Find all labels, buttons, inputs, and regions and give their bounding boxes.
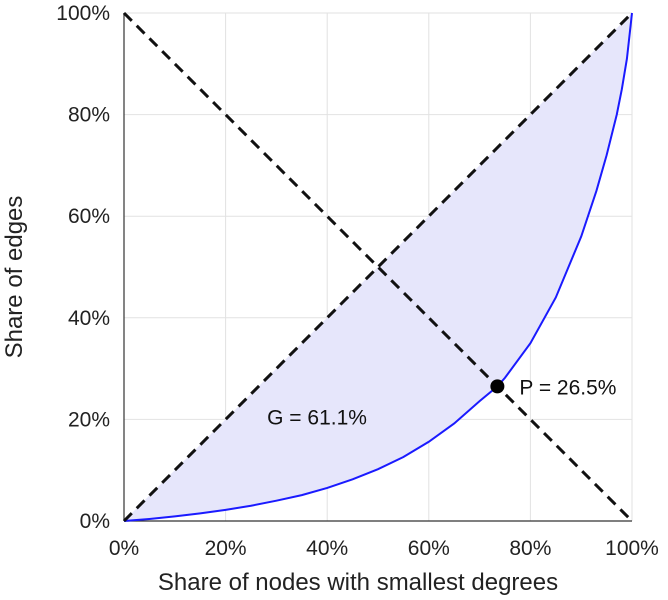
x-axis-title: Share of nodes with smallest degrees bbox=[158, 569, 558, 596]
equality-line bbox=[122, 11, 634, 523]
x-tick-label: 40% bbox=[306, 537, 348, 560]
y-tick-label: 40% bbox=[68, 307, 110, 330]
annotation-layer: G = 61.1% P = 26.5% bbox=[267, 376, 616, 429]
x-tick-label: 20% bbox=[205, 537, 247, 560]
x-tick-label: 100% bbox=[605, 537, 659, 560]
plot-frame bbox=[123, 13, 632, 522]
inequality-area bbox=[124, 13, 632, 521]
y-tick-label: 20% bbox=[68, 408, 110, 431]
lorenz-curve bbox=[123, 12, 633, 522]
intersection-point bbox=[490, 379, 505, 394]
p-annotation-label: P = 26.5% bbox=[519, 376, 616, 399]
x-tick-label: 60% bbox=[408, 537, 450, 560]
x-tick-label: 0% bbox=[109, 537, 139, 560]
x-tick-labels: 0% 20% 40% 60% 80% 100% bbox=[109, 537, 659, 560]
y-tick-labels: 0% 20% 40% 60% 80% 100% bbox=[56, 2, 110, 533]
y-axis-title: Share of edges bbox=[1, 196, 28, 359]
series-layer bbox=[122, 11, 634, 523]
y-tick-label: 80% bbox=[68, 104, 110, 127]
x-tick-label: 80% bbox=[509, 537, 551, 560]
y-tick-label: 60% bbox=[68, 205, 110, 228]
anti-diagonal-line bbox=[122, 11, 634, 523]
g-annotation-label: G = 61.1% bbox=[267, 406, 367, 429]
y-tick-label: 0% bbox=[80, 510, 110, 533]
area-fill-layer bbox=[124, 13, 632, 521]
y-tick-label: 100% bbox=[56, 2, 110, 25]
